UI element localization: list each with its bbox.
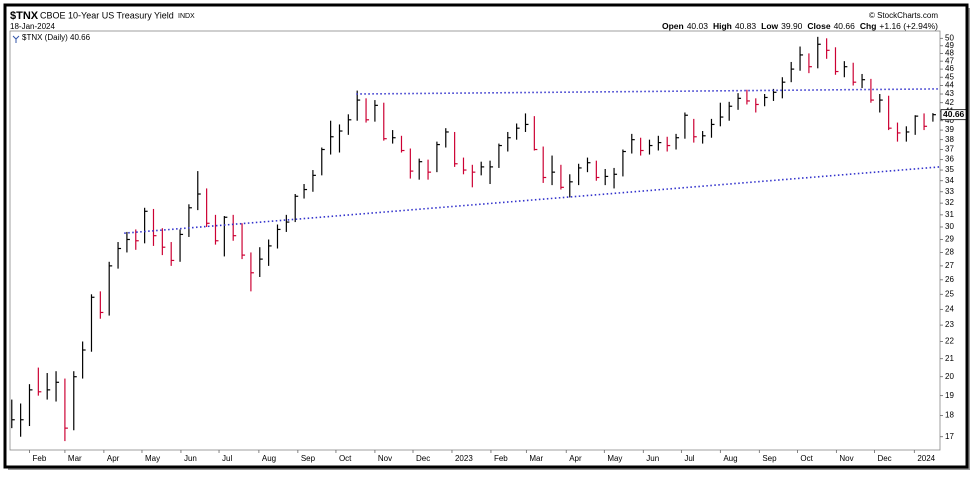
- x-tick-label: Feb: [32, 454, 46, 463]
- legend: $TNX (Daily) 40.66: [22, 33, 91, 42]
- y-tick-label: 27: [945, 261, 954, 270]
- x-tick-label: Feb: [494, 454, 508, 463]
- trendline: [124, 166, 941, 234]
- y-tick-label: 43: [945, 89, 954, 98]
- credit: © StockCharts.com: [869, 11, 938, 20]
- x-tick-label: Oct: [339, 454, 352, 463]
- y-tick-label: 36: [945, 155, 954, 164]
- symbol: $TNX: [10, 10, 39, 22]
- x-tick-label: Jul: [684, 454, 694, 463]
- x-tick-label: Sep: [762, 454, 777, 463]
- legend-icon: [12, 35, 20, 43]
- x-tick-label: Jun: [184, 454, 197, 463]
- y-tick-label: 23: [945, 320, 954, 329]
- y-tick-label: 39: [945, 125, 954, 134]
- y-tick-label: 19: [945, 391, 954, 400]
- y-tick-label: 50: [945, 33, 954, 42]
- exchange: INDX: [178, 13, 195, 20]
- date: 18-Jan-2024: [10, 22, 55, 31]
- y-tick-label: 49: [945, 41, 954, 50]
- quote-value: +1.16 (+2.94%): [879, 21, 938, 31]
- y-tick-label: 33: [945, 187, 954, 196]
- y-tick-label: 42: [945, 98, 954, 107]
- y-tick-label: 46: [945, 64, 954, 73]
- quote-label: Open: [662, 21, 684, 31]
- x-tick-label: Sep: [301, 454, 316, 463]
- x-tick-label: Nov: [839, 454, 853, 463]
- y-tick-label: 44: [945, 81, 954, 90]
- y-tick-label: 45: [945, 72, 954, 81]
- x-tick-label: May: [607, 454, 622, 463]
- x-tick-label: Aug: [723, 454, 737, 463]
- quote-label: Chg: [860, 21, 877, 31]
- y-tick-label: 37: [945, 145, 954, 154]
- x-tick-label: Mar: [68, 454, 82, 463]
- x-tick-label: Nov: [378, 454, 392, 463]
- y-tick-label: 28: [945, 248, 954, 257]
- x-tick-label: May: [145, 454, 160, 463]
- quote: Open 40.03 High 40.83 Low 39.90 Close 40.66 Chg +…: [662, 21, 938, 31]
- chart-title: CBOE 10-Year US Treasury Yield: [40, 10, 174, 20]
- y-tick-label: 22: [945, 337, 954, 346]
- x-tick-label: Aug: [262, 454, 276, 463]
- last-price-label: 40.66: [943, 109, 965, 119]
- quote-label: High: [713, 21, 732, 31]
- y-tick-label: 38: [945, 135, 954, 144]
- y-tick-label: 29: [945, 235, 954, 244]
- y-tick-label: 32: [945, 198, 954, 207]
- quote-value: 40.66: [834, 21, 856, 31]
- y-tick-label: 31: [945, 210, 954, 219]
- x-tick-label: Dec: [877, 454, 891, 463]
- x-tick-label: Apr: [569, 454, 582, 463]
- y-tick-label: 18: [945, 411, 954, 420]
- y-tick-label: 21: [945, 354, 954, 363]
- y-tick-label: 35: [945, 165, 954, 174]
- y-tick-label: 34: [945, 176, 954, 185]
- x-tick-label: 2024: [917, 454, 935, 463]
- x-tick-label: Oct: [800, 454, 813, 463]
- y-tick-label: 30: [945, 222, 954, 231]
- quote-value: 40.83: [735, 21, 757, 31]
- trendline: [356, 88, 941, 95]
- y-tick-label: 17: [945, 432, 954, 441]
- x-tick-label: 2023: [455, 454, 473, 463]
- y-tick-label: 40: [945, 116, 954, 125]
- x-tick-label: Jun: [646, 454, 659, 463]
- quote-value: 40.03: [687, 21, 709, 31]
- quote-label: Close: [807, 21, 830, 31]
- x-tick-label: Dec: [416, 454, 430, 463]
- x-tick-label: Apr: [107, 454, 120, 463]
- x-tick-label: Jul: [222, 454, 232, 463]
- y-tick-label: 48: [945, 48, 954, 57]
- y-tick-label: 25: [945, 289, 954, 298]
- quote-value: 39.90: [781, 21, 803, 31]
- y-tick-label: 24: [945, 304, 954, 313]
- y-tick-label: 20: [945, 372, 954, 381]
- last-price-box: [940, 109, 967, 121]
- quote-label: Low: [761, 21, 778, 31]
- y-tick-label: 47: [945, 56, 954, 65]
- x-tick-label: Mar: [529, 454, 543, 463]
- marks: [11, 36, 936, 442]
- y-tick-label: 26: [945, 275, 954, 284]
- plot-area: [9, 30, 941, 451]
